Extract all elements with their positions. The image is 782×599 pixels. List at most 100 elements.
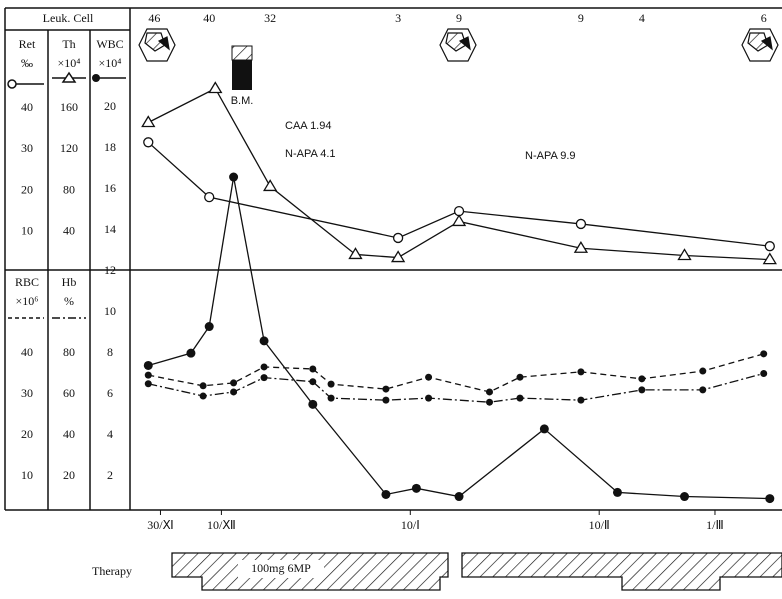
point [328, 395, 335, 402]
leuk-cell-count: 32 [264, 11, 276, 25]
x-tick-label: 30/Ⅺ [147, 518, 174, 532]
point [264, 180, 276, 190]
axis-name: Th [62, 37, 75, 51]
point [382, 397, 389, 404]
point [638, 375, 645, 382]
point [765, 242, 774, 251]
y-tick-label: 16 [104, 181, 116, 195]
y-tick-label: 40 [21, 345, 33, 359]
y-tick-label: 8 [107, 345, 113, 359]
point [486, 388, 493, 395]
y-tick-label: 120 [60, 141, 78, 155]
series-line [148, 354, 763, 392]
axis-name: RBC [15, 275, 39, 289]
series-line [148, 142, 770, 246]
leuk-cell-count: 9 [456, 11, 462, 25]
axis-unit: ×10⁴ [99, 56, 122, 70]
point [200, 393, 207, 400]
x-tick-label: 1/Ⅲ [706, 518, 724, 532]
point [516, 395, 523, 402]
point [200, 382, 207, 389]
point [540, 424, 549, 433]
chart: Leuk. Cell Therapy 100mg 6MP Ret‰1020304… [0, 0, 782, 599]
series-line [148, 374, 763, 403]
y-tick-label: 20 [21, 182, 33, 196]
point [205, 322, 214, 331]
point [230, 379, 237, 386]
point [205, 193, 214, 202]
y-tick-label: 12 [104, 263, 116, 277]
point [425, 395, 432, 402]
point [455, 492, 464, 501]
point [760, 350, 767, 357]
point [349, 248, 361, 258]
point [764, 254, 776, 264]
point [230, 388, 237, 395]
y-tick-label: 40 [63, 224, 75, 238]
axis-name: WBC [96, 37, 123, 51]
point [760, 370, 767, 377]
point [425, 374, 432, 381]
therapy-drug: 100mg 6MP [251, 561, 311, 575]
y-tick-label: 18 [104, 140, 116, 154]
point [577, 397, 584, 404]
point [261, 363, 268, 370]
leuk-cell-count: 46 [148, 11, 160, 25]
point [145, 372, 152, 379]
point [142, 117, 154, 127]
point [261, 374, 268, 381]
point [309, 365, 316, 372]
point [308, 400, 317, 409]
y-tick-label: 4 [107, 427, 113, 441]
y-tick-label: 30 [21, 141, 33, 155]
y-tick-label: 60 [63, 386, 75, 400]
axis-unit: ×10⁶ [16, 294, 39, 308]
point [229, 173, 238, 182]
axis-name: Ret [19, 37, 36, 51]
leuk-cell-count: 6 [761, 11, 767, 25]
leuk-cell-count: 4 [639, 11, 645, 25]
axis-unit: ×10⁴ [58, 56, 81, 70]
point [412, 484, 421, 493]
annotation: CAA 1.94 [285, 120, 331, 132]
point [394, 233, 403, 242]
y-tick-label: 20 [63, 468, 75, 482]
point [765, 494, 774, 503]
y-tick-label: 80 [63, 182, 75, 196]
bm-icon [232, 46, 252, 90]
point [486, 399, 493, 406]
annotation: N-APA 4.1 [285, 148, 336, 160]
point [144, 138, 153, 147]
leuk-cell-count: 9 [578, 11, 584, 25]
point [679, 249, 691, 259]
x-tick-label: 10/Ⅱ [589, 518, 610, 532]
y-tick-label: 30 [21, 386, 33, 400]
series-line [148, 88, 770, 259]
y-tick-label: 10 [21, 468, 33, 482]
point [699, 368, 706, 375]
y-tick-label: 2 [107, 468, 113, 482]
y-tick-label: 160 [60, 100, 78, 114]
point [186, 349, 195, 358]
point [209, 82, 221, 92]
point [576, 219, 585, 228]
axis-unit: % [64, 294, 74, 308]
y-tick-label: 40 [21, 100, 33, 114]
point [260, 336, 269, 345]
point [638, 386, 645, 393]
y-tick-label: 20 [104, 99, 116, 113]
y-tick-label: 6 [107, 386, 113, 400]
point [453, 215, 465, 225]
point [145, 380, 152, 387]
y-tick-label: 10 [21, 224, 33, 238]
point [680, 492, 689, 501]
axis-unit: ‰ [21, 56, 33, 70]
axis-name: Hb [62, 275, 77, 289]
point [381, 490, 390, 499]
leuk-cell-count: 3 [395, 11, 401, 25]
point [699, 386, 706, 393]
point [382, 386, 389, 393]
leuk-cell-count: 40 [203, 11, 215, 25]
x-tick-label: 10/Ⅰ [401, 518, 420, 532]
point [144, 361, 153, 370]
